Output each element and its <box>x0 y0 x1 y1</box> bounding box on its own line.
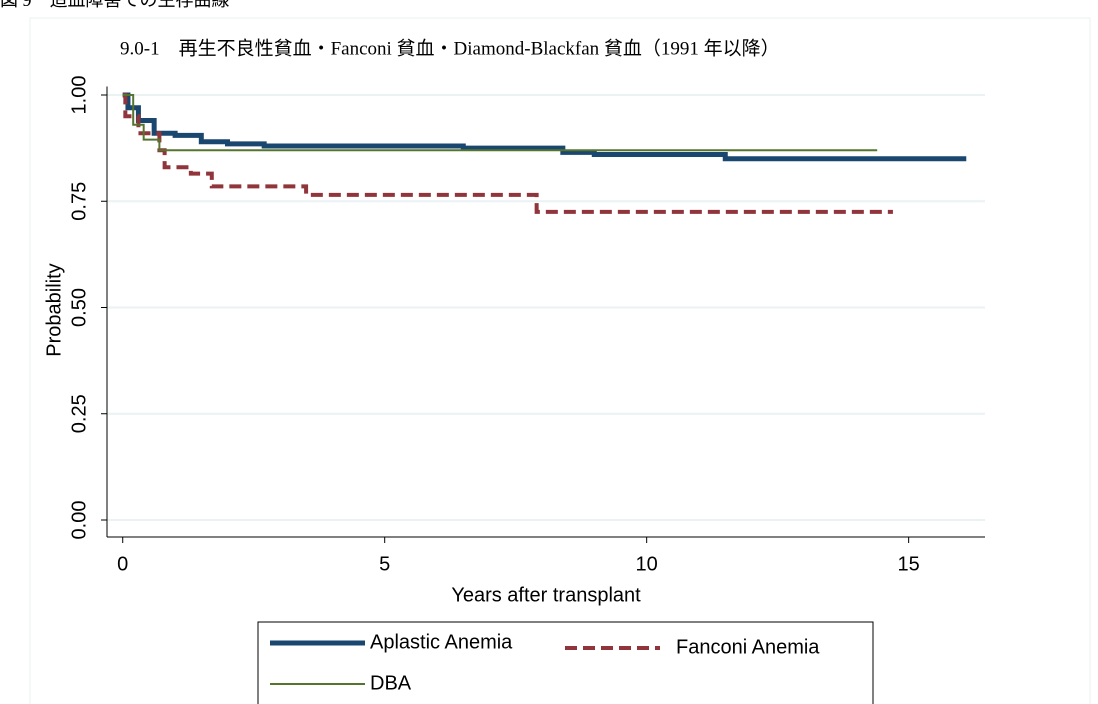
survival-curve <box>122 92 967 162</box>
y-axis-label: Probability <box>43 263 65 356</box>
legend-label: Fanconi Anemia <box>676 636 820 658</box>
survival-curve <box>122 93 893 214</box>
x-axis-label: Years after transplant <box>451 584 641 606</box>
y-tick-label: 0.25 <box>68 394 90 433</box>
legend-label: Aplastic Anemia <box>370 631 513 653</box>
x-tick-label: 0 <box>117 553 128 575</box>
legend-label: DBA <box>370 672 412 694</box>
survival-curve <box>122 94 878 152</box>
y-tick-label: 0.50 <box>68 288 90 327</box>
heading: 図 9 造血障害での生存曲線 <box>0 0 230 10</box>
y-tick-label: 0.75 <box>68 182 90 221</box>
legend-box <box>257 621 874 704</box>
x-tick-label: 5 <box>379 553 390 575</box>
x-tick-label: 10 <box>636 553 658 575</box>
graph-frame <box>29 17 1091 704</box>
chart-title: 9.0-1 再生不良性貧血・Fanconi 貧血・Diamond-Blackfa… <box>120 37 780 59</box>
x-tick-label: 15 <box>898 553 920 575</box>
y-tick-label: 0.00 <box>68 501 90 540</box>
y-tick-label: 1.00 <box>68 76 90 115</box>
